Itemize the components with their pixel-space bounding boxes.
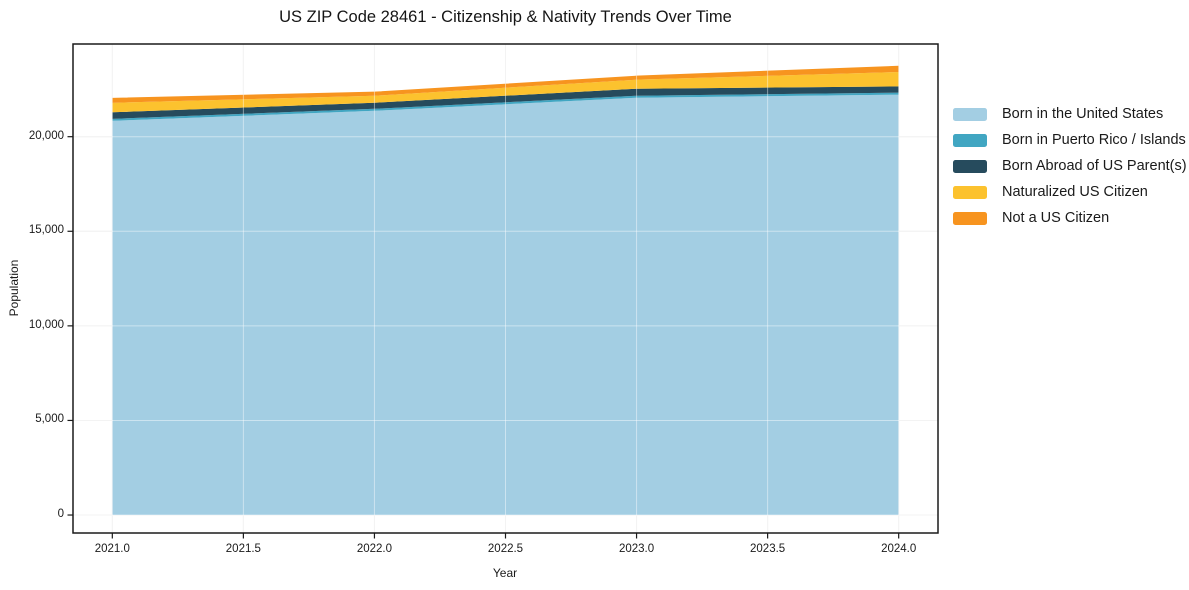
- legend-swatch: [953, 185, 987, 199]
- legend: Born in the United States Born in Puerto …: [953, 101, 1187, 231]
- legend-entry: Naturalized US Citizen: [953, 179, 1187, 205]
- legend-swatch: [953, 159, 987, 173]
- x-tick-label: 2021.0: [94, 543, 130, 555]
- area-series: [112, 71, 899, 113]
- legend-label: Born Abroad of US Parent(s): [1002, 158, 1187, 174]
- x-tick-label: 2024.0: [881, 543, 917, 555]
- area-series: [112, 86, 899, 119]
- area-series: [112, 94, 899, 516]
- x-tick-label: 2023.0: [618, 543, 655, 555]
- legend-entry: Not a US Citizen: [953, 205, 1187, 231]
- legend-swatch: [953, 211, 987, 225]
- y-tick-label: 15,000: [28, 224, 64, 237]
- y-tick-label: 5,000: [35, 413, 64, 426]
- chart-title: US ZIP Code 28461 - Citizenship & Nativi…: [279, 8, 732, 26]
- legend-entry: Born in Puerto Rico / Islands: [953, 127, 1187, 153]
- legend-entry: Born Abroad of US Parent(s): [953, 153, 1187, 179]
- x-tick-label: 2022.0: [356, 543, 393, 555]
- legend-entry: Born in the United States: [953, 101, 1187, 127]
- y-tick-label: 10,000: [28, 318, 64, 331]
- area-series: [112, 65, 899, 103]
- y-tick-label: 0: [57, 508, 64, 521]
- area-series: [112, 92, 899, 121]
- x-tick-label: 2022.5: [487, 543, 524, 555]
- x-tick-label: 2021.5: [225, 543, 261, 555]
- y-tick-label: 20,000: [28, 129, 64, 142]
- x-axis-label: Year: [492, 566, 518, 580]
- plot-border: [72, 43, 939, 534]
- legend-label: Born in the United States: [1002, 106, 1164, 122]
- legend-label: Naturalized US Citizen: [1002, 184, 1148, 200]
- legend-label: Born in Puerto Rico / Islands: [1002, 132, 1186, 148]
- legend-swatch: [953, 107, 987, 121]
- legend-swatch: [953, 133, 987, 147]
- x-tick-label: 2023.5: [750, 543, 786, 555]
- legend-label: Not a US Citizen: [1002, 210, 1110, 226]
- y-axis-label: Population: [7, 259, 21, 317]
